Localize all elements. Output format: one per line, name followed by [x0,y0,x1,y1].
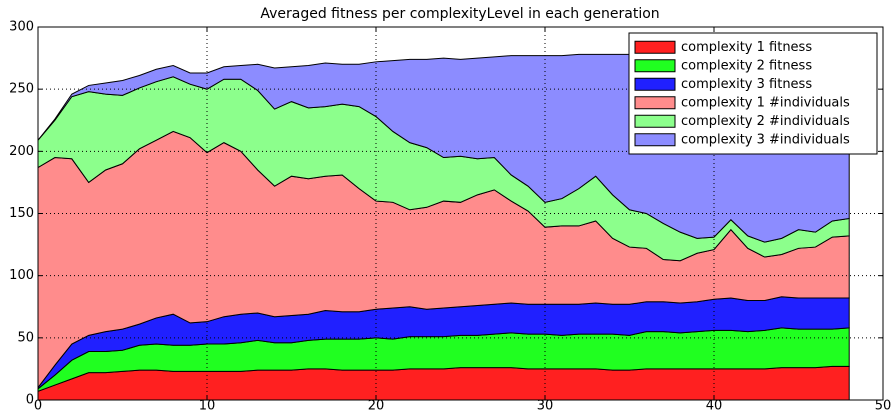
y-tick-label: 0 [26,393,34,408]
x-tick-label: 0 [34,399,42,412]
x-tick-label: 20 [368,399,385,412]
legend: complexity 1 fitness complexity 2 fitness… [628,32,878,155]
y-tick-label: 300 [9,20,34,35]
legend-swatch [634,77,676,91]
y-tick-label: 250 [9,82,34,97]
legend-label: complexity 1 #individuals [681,95,850,110]
legend-label: complexity 2 fitness [681,58,812,73]
area [37,365,850,401]
y-tick-label: 200 [9,144,34,159]
legend-label: complexity 1 fitness [681,40,812,55]
legend-label: complexity 3 fitness [681,77,812,92]
y-tick-label: 150 [9,206,34,221]
y-tick-label: 100 [9,268,34,283]
x-tick-label: 10 [199,399,216,412]
legend-label: complexity 2 #individuals [681,114,850,129]
legend-swatch [634,114,676,128]
legend-swatch [634,133,676,147]
y-tick-label: 50 [17,330,34,345]
legend-swatch [634,96,676,110]
legend-swatch [634,40,676,54]
legend-label: complexity 3 #individuals [681,132,850,147]
chart-title: Averaged fitness per complexityLevel in … [260,6,659,22]
x-tick-label: 50 [875,399,892,412]
x-tick-label: 40 [706,399,723,412]
legend-swatch [634,59,676,73]
x-tick-label: 30 [537,399,554,412]
